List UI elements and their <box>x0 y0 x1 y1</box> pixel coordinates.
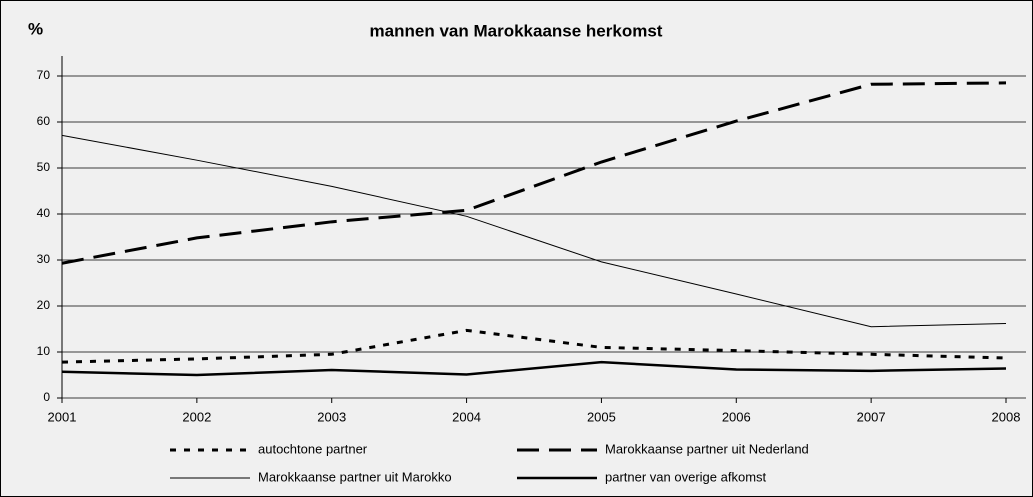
y-tick-label: 60 <box>37 114 51 128</box>
x-tick-label: 2003 <box>317 409 346 424</box>
x-tick-label: 2004 <box>452 409 481 424</box>
legend-label: autochtone partner <box>258 441 368 456</box>
legend-label: Marokkaanse partner uit Marokko <box>258 469 452 484</box>
x-tick-label: 2002 <box>182 409 211 424</box>
x-tick-label: 2001 <box>48 409 77 424</box>
x-tick-label: 2007 <box>857 409 886 424</box>
x-tick-label: 2006 <box>722 409 751 424</box>
x-tick-label: 2008 <box>992 409 1021 424</box>
y-tick-label: 70 <box>37 68 51 82</box>
y-tick-label: 0 <box>43 390 50 404</box>
chart-title: mannen van Marokkaanse herkomst <box>370 21 663 40</box>
y-tick-label: 20 <box>37 298 51 312</box>
x-tick-label: 2005 <box>587 409 616 424</box>
legend-label: partner van overige afkomst <box>605 469 767 484</box>
series-line <box>61 134 1007 328</box>
y-tick-label: 10 <box>37 344 51 358</box>
series-line <box>61 81 1007 265</box>
y-tick-label: 40 <box>37 206 51 220</box>
y-axis-label: % <box>28 19 43 38</box>
series-line <box>61 360 1007 377</box>
series-line <box>61 328 1007 364</box>
legend-label: Marokkaanse partner uit Nederland <box>605 441 809 456</box>
y-tick-label: 30 <box>37 252 51 266</box>
y-tick-label: 50 <box>37 160 51 174</box>
